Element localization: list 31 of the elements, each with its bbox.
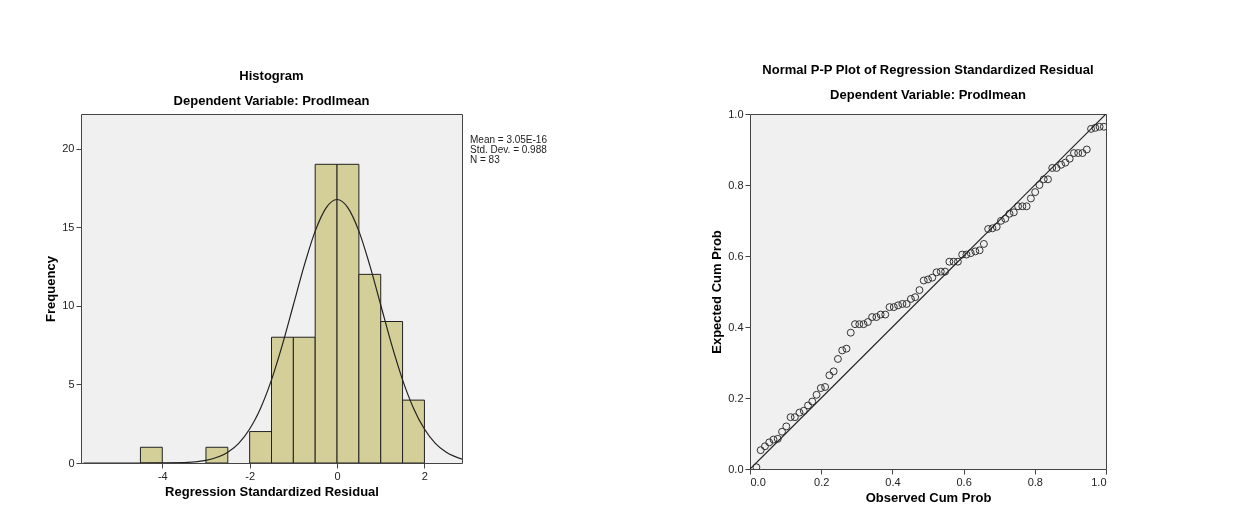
x-axis-title: Observed Cum Prob	[865, 489, 992, 505]
y-axis-title: Expected Cum Prob	[709, 230, 725, 354]
x-tick-label: 2	[421, 469, 428, 482]
text: Mean = 3.05E-16	[470, 134, 548, 145]
x-tick-label: 0.4	[885, 475, 901, 488]
chart-title: Histogram	[239, 68, 304, 83]
y-tick-label: 10	[62, 299, 75, 312]
y-axis-title: Frequency	[43, 255, 59, 322]
y-tick-label: 20	[62, 142, 75, 155]
x-tick-label: 0.8	[1027, 475, 1043, 488]
x-tick-label: 0	[334, 469, 341, 482]
y-tick-label: 1.0	[728, 107, 744, 120]
x-tick-label: -4	[157, 469, 168, 482]
x-tick-label: 0.6	[956, 475, 972, 488]
chart-subtitle: Dependent Variable: Prodlmean	[173, 93, 370, 108]
y-tick-label: 0.2	[728, 391, 744, 404]
y-tick-label: 0.8	[728, 178, 744, 191]
y-tick-label: 5	[68, 377, 75, 390]
text: Std. Dev. = 0.988	[470, 144, 548, 155]
x-tick-label: 0.0	[750, 475, 766, 488]
y-tick-label: 0.4	[728, 320, 744, 333]
x-axis-title: Regression Standardized Residual	[165, 483, 379, 499]
text: N = 83	[470, 154, 501, 165]
x-tick-label: -2	[245, 469, 256, 482]
chart-title: Normal P-P Plot of Regression Standardized Residual	[762, 62, 1094, 77]
x-tick-label: 0.2	[814, 475, 830, 488]
y-tick-label: 0.6	[728, 249, 744, 262]
chart-subtitle: Dependent Variable: Prodlmean	[830, 87, 1026, 102]
y-tick-label: 15	[62, 220, 75, 233]
y-tick-label: 0	[68, 456, 75, 469]
x-tick-label: 1.0	[1091, 475, 1107, 488]
